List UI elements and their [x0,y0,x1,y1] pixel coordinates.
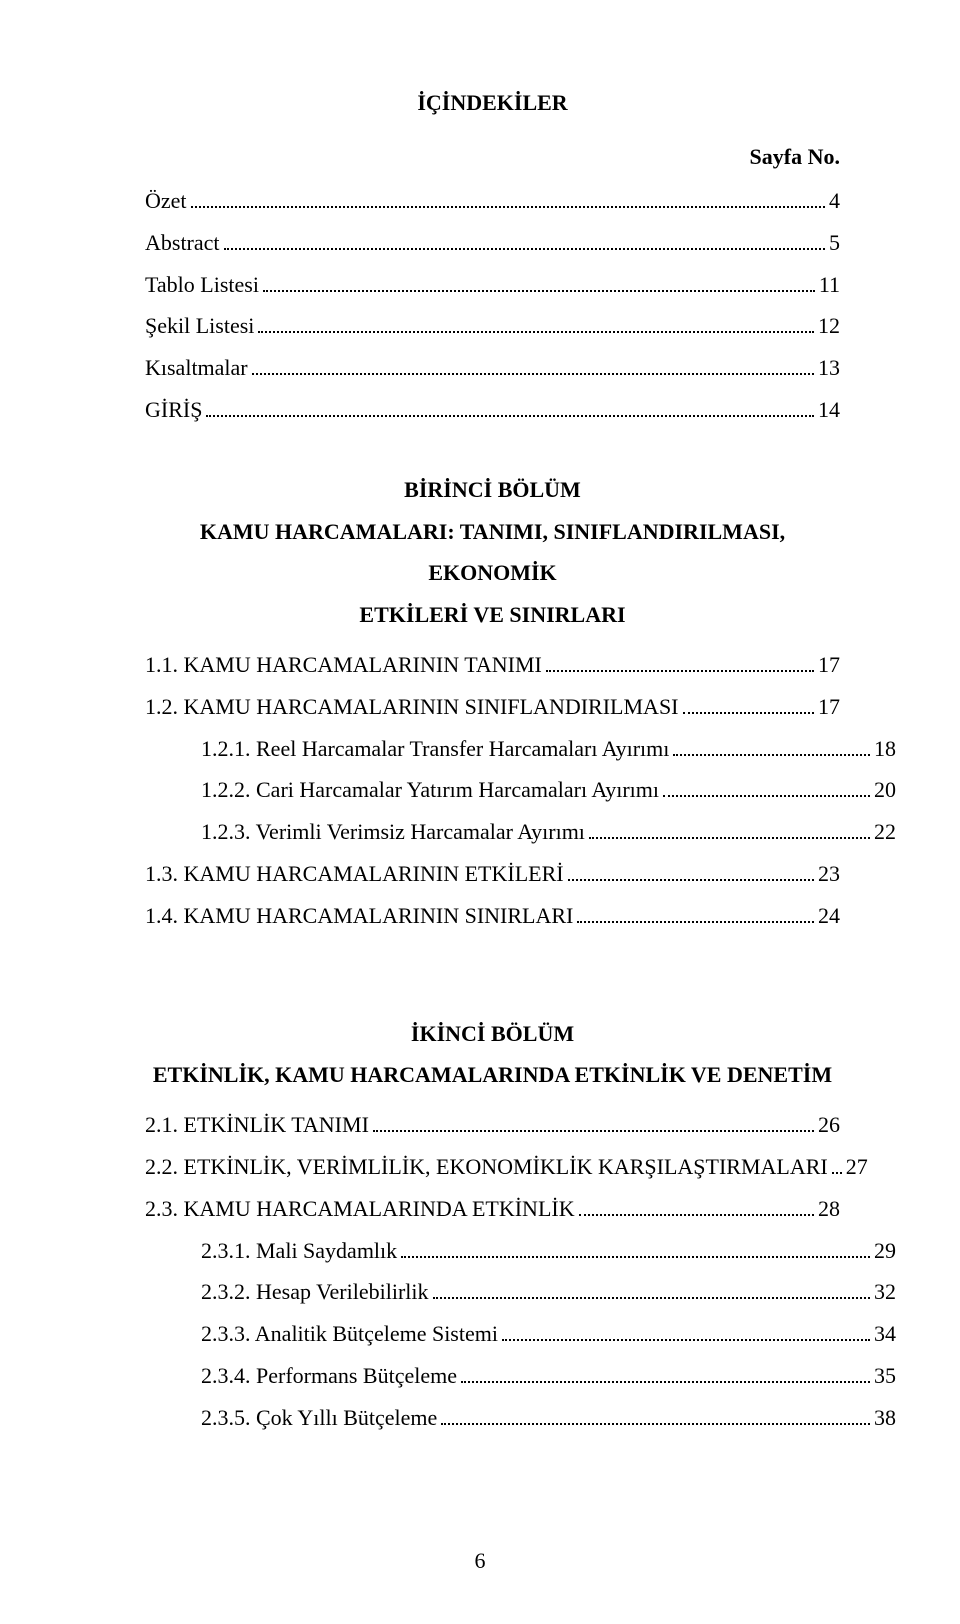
chapter-heading-line: ETKİLERİ VE SINIRLARI [145,594,840,636]
leader-dots [433,1282,871,1299]
toc-row: 1.2. KAMU HARCAMALARININ SINIFLANDIRILMA… [145,686,840,728]
leader-dots [663,780,870,797]
toc-row: Özet 4 [145,180,840,222]
toc-label: 2.3.1. Mali Saydamlık [201,1230,397,1272]
toc-row: 1.4. KAMU HARCAMALARININ SINIRLARI 24 [145,895,840,937]
leader-dots [673,738,870,755]
toc-label: 1.2.2. Cari Harcamalar Yatırım Harcamala… [201,769,659,811]
toc-page: 32 [874,1271,896,1313]
toc-row: Abstract 5 [145,222,840,264]
toc-page: 18 [874,728,896,770]
leader-dots [502,1324,870,1341]
toc-page: 35 [874,1355,896,1397]
toc-label: 1.1. KAMU HARCAMALARININ TANIMI [145,644,542,686]
leader-dots [263,274,815,291]
leader-dots [401,1240,870,1257]
leader-dots [224,232,825,249]
toc-label: 2.3.2. Hesap Verilebilirlik [201,1271,429,1313]
leader-dots [258,316,814,333]
toc-row: 2.3.1. Mali Saydamlık 29 [145,1230,896,1272]
toc-row: 2.3.2. Hesap Verilebilirlik 32 [145,1271,896,1313]
toc-label: 2.3.4. Performans Bütçeleme [201,1355,457,1397]
toc-page: 11 [819,264,840,306]
toc-row: 1.1. KAMU HARCAMALARININ TANIMI 17 [145,644,840,686]
toc-page: 34 [874,1313,896,1355]
toc-label: Abstract [145,222,220,264]
leader-dots [206,400,814,417]
toc-label: Tablo Listesi [145,264,259,306]
toc-page: 23 [818,853,840,895]
toc-page: 4 [829,180,840,222]
toc-page: 28 [818,1188,840,1230]
chapter-1-heading: BİRİNCİ BÖLÜM KAMU HARCAMALARI: TANIMI, … [145,469,840,636]
toc-row: 1.2.1. Reel Harcamalar Transfer Harcamal… [145,728,896,770]
toc-page: 14 [818,389,840,431]
toc-label: 2.2. ETKİNLİK, VERİMLİLİK, EKONOMİKLİK K… [145,1146,828,1188]
toc-page: 29 [874,1230,896,1272]
leader-dots [589,822,870,839]
toc-page: 22 [874,811,896,853]
toc-label: 2.3.3. Analitik Bütçeleme Sistemi [201,1313,498,1355]
toc-row: 1.2.3. Verimli Verimsiz Harcamalar Ayırı… [145,811,896,853]
toc-row: Kısaltmalar 13 [145,347,840,389]
page-no-label: Sayfa No. [145,144,840,170]
toc-row: 2.3.3. Analitik Bütçeleme Sistemi 34 [145,1313,896,1355]
toc-label: 1.2. KAMU HARCAMALARININ SINIFLANDIRILMA… [145,686,679,728]
toc-page: 20 [874,769,896,811]
toc-page: 38 [874,1397,896,1439]
toc-label: 1.4. KAMU HARCAMALARININ SINIRLARI [145,895,573,937]
toc-row: 1.2.2. Cari Harcamalar Yatırım Harcamala… [145,769,896,811]
toc-page: 27 [846,1146,868,1188]
leader-dots [683,696,815,713]
toc-label: Şekil Listesi [145,305,254,347]
toc-row: 2.3.4. Performans Bütçeleme 35 [145,1355,896,1397]
chapter-heading-line: ETKİNLİK, KAMU HARCAMALARINDA ETKİNLİK V… [145,1054,840,1096]
toc-page: 12 [818,305,840,347]
toc-page: 17 [818,644,840,686]
toc-row: 1.3. KAMU HARCAMALARININ ETKİLERİ 23 [145,853,840,895]
chapter-heading-line: BİRİNCİ BÖLÜM [145,469,840,511]
leader-dots [191,191,825,208]
toc-page: 26 [818,1104,840,1146]
toc-row: 2.2. ETKİNLİK, VERİMLİLİK, EKONOMİKLİK K… [145,1146,840,1188]
leader-dots [441,1407,870,1424]
chapter-2-heading: İKİNCİ BÖLÜM ETKİNLİK, KAMU HARCAMALARIN… [145,1013,840,1097]
toc-row: 2.3. KAMU HARCAMALARINDA ETKİNLİK 28 [145,1188,840,1230]
toc-page: 24 [818,895,840,937]
leader-dots [577,905,814,922]
toc-row: 2.1. ETKİNLİK TANIMI 26 [145,1104,840,1146]
chapter-heading-line: İKİNCİ BÖLÜM [145,1013,840,1055]
toc-label: 2.1. ETKİNLİK TANIMI [145,1104,369,1146]
page-number: 6 [0,1548,960,1574]
toc-label: 1.2.3. Verimli Verimsiz Harcamalar Ayırı… [201,811,585,853]
toc-label: 2.3.5. Çok Yıllı Bütçeleme [201,1397,437,1439]
toc-page: 13 [818,347,840,389]
leader-dots [546,655,814,672]
toc-row: Şekil Listesi 12 [145,305,840,347]
leader-dots [373,1115,814,1132]
toc-label: 1.3. KAMU HARCAMALARININ ETKİLERİ [145,853,564,895]
toc-label: Özet [145,180,187,222]
chapter-heading-line: KAMU HARCAMALARI: TANIMI, SINIFLANDIRILM… [145,511,840,595]
leader-dots [252,358,814,375]
leader-dots [832,1157,842,1174]
doc-title: İÇİNDEKİLER [145,90,840,116]
toc-label: 2.3. KAMU HARCAMALARINDA ETKİNLİK [145,1188,575,1230]
leader-dots [568,864,814,881]
page-container: İÇİNDEKİLER Sayfa No. Özet 4 Abstract 5 … [0,0,960,1624]
toc-label: Kısaltmalar [145,347,248,389]
leader-dots [579,1198,814,1215]
toc-row: Tablo Listesi 11 [145,264,840,306]
toc-label: GİRİŞ [145,389,202,431]
toc-page: 17 [818,686,840,728]
toc-row: GİRİŞ 14 [145,389,840,431]
leader-dots [461,1366,870,1383]
toc-row: 2.3.5. Çok Yıllı Bütçeleme 38 [145,1397,896,1439]
toc-page: 5 [829,222,840,264]
toc-label: 1.2.1. Reel Harcamalar Transfer Harcamal… [201,728,669,770]
spacer [145,937,840,975]
